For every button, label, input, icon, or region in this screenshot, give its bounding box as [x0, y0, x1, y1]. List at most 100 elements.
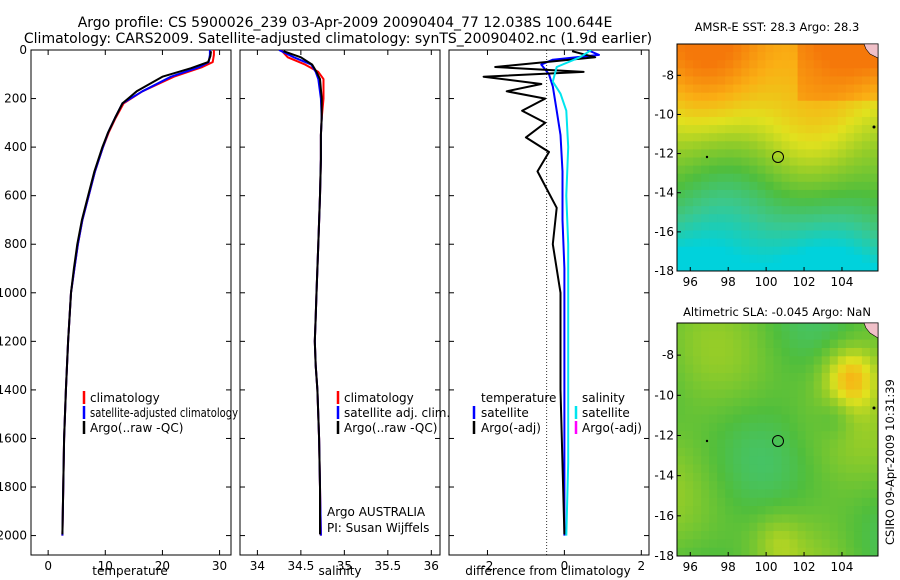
- y-tick-label: -10: [654, 388, 674, 402]
- map-cell: [677, 125, 686, 134]
- map-cell: [829, 141, 839, 150]
- map-cell: [717, 531, 726, 540]
- map-cell: [765, 76, 775, 86]
- map-cell: [861, 331, 871, 341]
- map-cell: [853, 198, 863, 207]
- map-cell: [685, 522, 694, 532]
- sst-map-frame: [676, 43, 879, 272]
- map-cell: [829, 189, 839, 199]
- map-cell: [701, 414, 710, 424]
- coast-dot: [872, 125, 876, 129]
- map-cell: [853, 173, 863, 183]
- map-cell: [733, 422, 742, 432]
- map-cell: [805, 431, 815, 441]
- map-cell: [685, 331, 694, 341]
- map-cell: [693, 133, 702, 142]
- x-tick-label: 102: [793, 275, 816, 289]
- map-cell: [717, 141, 726, 150]
- map-cell: [757, 76, 767, 86]
- map-cell: [829, 238, 839, 248]
- map-cell: [845, 157, 855, 167]
- map-cell: [685, 108, 694, 118]
- map-cell: [853, 539, 863, 549]
- map-cell: [813, 456, 823, 466]
- map-cell: [845, 238, 855, 248]
- map-cell: [813, 439, 823, 449]
- map-cell: [749, 165, 758, 175]
- coast-dot: [705, 439, 709, 443]
- map-cell: [781, 206, 791, 215]
- map-cell: [693, 230, 702, 240]
- map-cell: [709, 389, 718, 399]
- legend-label-satellite-adj: satellite adj. clim.: [344, 406, 450, 420]
- map-cell: [789, 372, 799, 382]
- map-cell: [837, 68, 847, 78]
- map-cell: [805, 489, 815, 499]
- map-cell: [861, 108, 871, 118]
- map-cell: [765, 60, 775, 69]
- map-cell: [693, 331, 702, 341]
- map-cell: [693, 339, 702, 349]
- map-cell: [765, 254, 775, 264]
- map-cell: [765, 522, 775, 532]
- map-cell: [717, 323, 726, 332]
- map-cell: [701, 381, 710, 391]
- map-cell: [805, 439, 815, 449]
- map-cell: [773, 539, 783, 549]
- map-cell: [773, 141, 783, 150]
- map-cell: [741, 238, 750, 248]
- map-cell: [749, 157, 758, 167]
- map-cell: [757, 464, 767, 474]
- map-cell: [781, 76, 791, 86]
- salinity-xlabel: salinity: [318, 564, 361, 578]
- map-cell: [821, 76, 831, 86]
- map-cell: [837, 522, 847, 532]
- salinity-legend: climatology satellite adj. clim. Argo(..…: [336, 391, 450, 435]
- map-cell: [773, 173, 783, 183]
- map-cell: [701, 68, 710, 78]
- map-cell: [685, 254, 694, 264]
- map-cell: [677, 108, 686, 118]
- map-cell: [701, 125, 710, 134]
- map-cell: [781, 125, 791, 134]
- map-cell: [853, 356, 863, 366]
- map-cell: [813, 230, 823, 240]
- map-cell: [829, 198, 839, 207]
- y-tick-label: -10: [654, 107, 674, 121]
- map-cell: [733, 149, 742, 159]
- x-tick-label: 0: [44, 559, 52, 573]
- map-cell: [725, 116, 734, 126]
- map-cell: [693, 165, 702, 175]
- map-cell: [781, 456, 791, 466]
- map-cell: [813, 414, 823, 424]
- map-cell: [693, 262, 702, 271]
- map-cell: [709, 173, 718, 183]
- map-cell: [805, 76, 815, 86]
- map-cell: [685, 214, 694, 223]
- map-cell: [725, 481, 734, 491]
- map-cell: [813, 189, 823, 199]
- map-cell: [869, 472, 878, 482]
- map-cell: [781, 547, 791, 556]
- map-cell: [789, 414, 799, 424]
- map-cell: [725, 165, 734, 175]
- map-cell: [765, 389, 775, 399]
- map-cell: [813, 547, 823, 556]
- map-cell: [709, 254, 718, 264]
- map-cell: [741, 364, 750, 374]
- map-cell: [869, 439, 878, 449]
- map-cell: [813, 181, 823, 191]
- map-cell: [869, 149, 878, 159]
- map-cell: [829, 456, 839, 466]
- map-cell: [733, 331, 742, 341]
- map-cell: [773, 206, 783, 215]
- map-cell: [845, 165, 855, 175]
- map-cell: [733, 165, 742, 175]
- map-cell: [773, 464, 783, 474]
- map-cell: [733, 84, 742, 94]
- map-cell: [797, 506, 807, 515]
- map-cell: [701, 60, 710, 69]
- map-cell: [797, 173, 807, 183]
- map-cell: [797, 422, 807, 432]
- map-cell: [725, 108, 734, 118]
